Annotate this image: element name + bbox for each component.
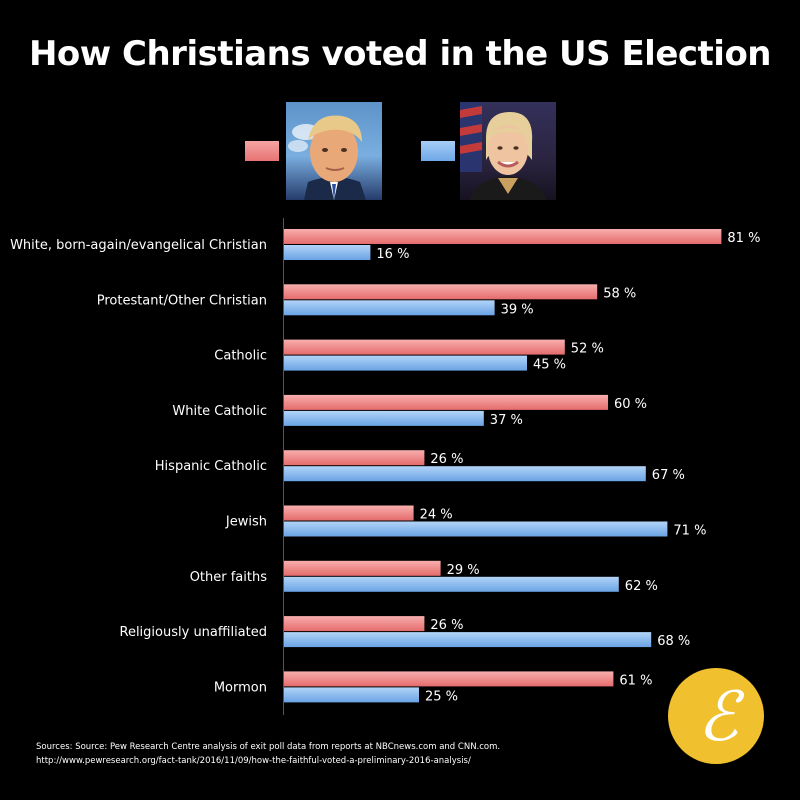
- bar-series-a: [284, 339, 565, 355]
- bar-series-a: [284, 560, 441, 576]
- portrait-b-drawing: [460, 102, 546, 200]
- bar-series-b: [284, 521, 668, 537]
- value-label: 24 %: [420, 508, 453, 523]
- bars-group: White, born-again/evangelical Christian 8…: [10, 229, 760, 704]
- bar-series-a: [284, 229, 722, 244]
- bar-series-b: [284, 355, 527, 371]
- category-label: White, born-again/evangelical Christian: [10, 238, 267, 253]
- chart-title: How Christians voted in the US Election: [28, 34, 772, 74]
- sources-line-1: Sources: Source: Pew Research Centre ana…: [36, 742, 501, 752]
- category-label: Catholic: [214, 349, 267, 364]
- value-label: 58 %: [603, 286, 636, 301]
- bar-series-a: [284, 671, 614, 687]
- portrait-photo-icon: [286, 102, 382, 200]
- portrait-a-drawing: [288, 115, 366, 200]
- value-label: 16 %: [376, 247, 409, 262]
- bar-series-b: [284, 687, 419, 703]
- bar-chart: White, born-again/evangelical Christian 8…: [10, 218, 760, 715]
- sources-line-2: http://www.pewresearch.org/fact-tank/201…: [36, 756, 471, 766]
- logo-letter: ℰ: [697, 678, 745, 757]
- value-label: 39 %: [501, 302, 534, 317]
- value-label: 26 %: [430, 618, 463, 633]
- epsilon-logo-icon: ℰ: [668, 668, 764, 764]
- legend-swatch-series-a: [245, 141, 279, 161]
- bar-series-b: [284, 410, 484, 426]
- value-label: 81 %: [727, 231, 760, 246]
- value-label: 25 %: [425, 689, 458, 704]
- value-label: 67 %: [652, 468, 685, 483]
- bar-series-a: [284, 450, 425, 466]
- value-label: 52 %: [571, 342, 604, 357]
- value-label: 29 %: [447, 563, 480, 578]
- bar-series-b: [284, 466, 646, 482]
- value-label: 60 %: [614, 397, 647, 412]
- value-label: 61 %: [619, 673, 652, 688]
- bar-series-a: [284, 394, 608, 410]
- value-label: 26 %: [430, 452, 463, 467]
- bar-series-b: [284, 576, 619, 592]
- legend-swatch-series-b: [421, 141, 455, 161]
- logo-drawing: ℰ: [668, 668, 764, 764]
- value-label: 45 %: [533, 358, 566, 373]
- bar-series-a: [284, 505, 414, 521]
- portrait-photo-icon: [460, 102, 556, 200]
- bar-series-a: [284, 284, 598, 300]
- value-label: 68 %: [657, 634, 690, 649]
- category-label: Jewish: [225, 515, 267, 530]
- value-label: 71 %: [673, 524, 706, 539]
- bar-series-a: [284, 616, 425, 632]
- category-label: Hispanic Catholic: [155, 459, 267, 474]
- bar-series-b: [284, 300, 495, 316]
- bar-series-b: [284, 632, 652, 648]
- value-label: 37 %: [490, 413, 523, 428]
- category-label: Other faiths: [190, 570, 268, 585]
- bar-series-b: [284, 245, 371, 260]
- category-label: Protestant/Other Christian: [97, 293, 267, 308]
- sources-note: Sources: Source: Pew Research Centre ana…: [36, 740, 656, 768]
- value-label: 62 %: [625, 579, 658, 594]
- category-label: Religiously unaffiliated: [120, 625, 268, 640]
- category-label: White Catholic: [172, 404, 267, 419]
- category-label: Mormon: [214, 680, 267, 695]
